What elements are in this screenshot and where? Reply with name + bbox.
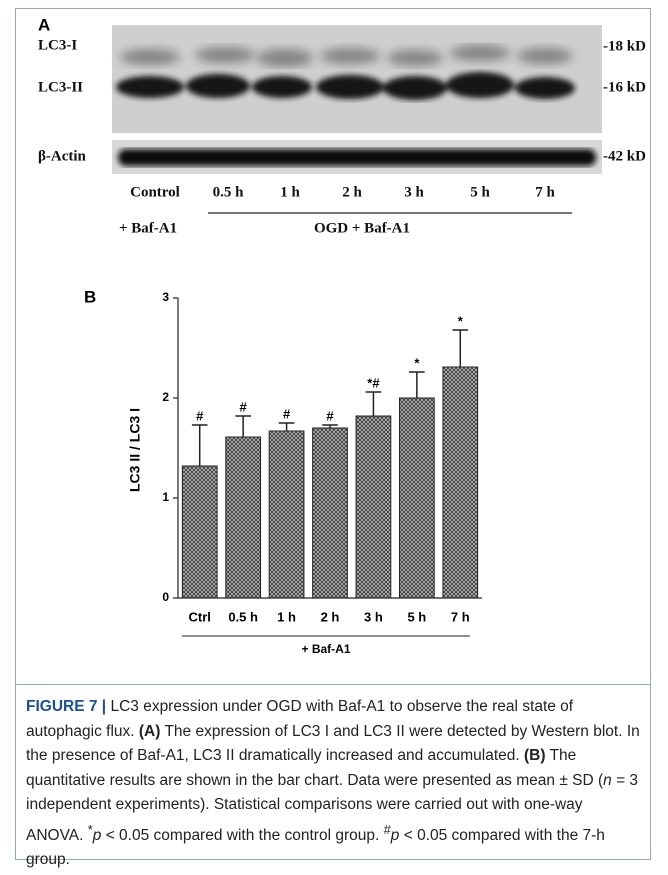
lane-label: 1 h [280,184,300,200]
significance-label: # [196,408,204,423]
size-label: -16 kD [603,79,646,95]
significance-label: # [283,406,291,421]
group-label: + Baf-A1 [301,642,350,656]
band-label: LC3-I [38,37,77,53]
significance-label: * [458,313,464,328]
error-bar [366,392,382,416]
significance-label: *# [367,375,380,390]
x-tick-label: 5 h [407,609,426,624]
separator: | [102,698,106,715]
error-bar [235,416,251,437]
caption-symbol: # [384,822,391,837]
x-tick-label: 3 h [364,609,383,624]
size-label: -18 kD [603,38,646,54]
bar [443,367,478,598]
panel-ref: (B) [524,747,546,764]
figure-label: FIGURE 7 [26,698,97,715]
bar [313,428,348,598]
error-bar [452,330,468,367]
error-bar [279,423,295,431]
x-tick-label: 1 h [277,609,296,624]
lane-label: Control [130,184,180,200]
lane-label: 5 h [470,184,490,200]
significance-label: * [414,355,420,370]
lane-label: 7 h [535,184,555,200]
caption: FIGURE 7 | LC3 expression under OGD with… [16,684,650,859]
panel-ref: (A) [139,723,161,740]
y-tick-label: 3 [162,290,169,304]
y-tick-label: 1 [162,490,169,504]
group-label: OGD + Baf-A1 [314,220,410,236]
significance-label: # [326,408,334,423]
significance-label: # [240,399,248,414]
lane-label: 2 h [342,184,362,200]
error-bar [409,372,425,398]
band-label: β-Actin [38,148,87,164]
group-label: + Baf-A1 [119,220,177,236]
bar [182,466,217,598]
x-tick-label: 2 h [321,609,340,624]
page: {"panel_a": {"label": "A", "bands": ["LC… [0,0,668,875]
caption-italic: n [603,772,612,789]
panel-label: A [38,15,50,34]
caption-text: < 0.05 compared with the control group. [106,827,380,844]
bar [356,416,391,598]
figure: A LC3-I LC3-II β-Actin -18 kD -16 kD -42… [0,0,668,684]
y-tick-label: 2 [162,390,169,404]
lane-label: 3 h [404,184,424,200]
x-tick-label: 0.5 h [228,609,258,624]
y-tick-label: 0 [162,590,169,604]
caption-italic: p [391,827,400,844]
bar [226,437,261,598]
x-tick-label: 7 h [451,609,470,624]
caption-italic: p [93,827,102,844]
bar [269,431,304,598]
size-label: -42 kD [603,148,646,164]
error-bar [192,425,208,466]
x-tick-label: Ctrl [189,609,211,624]
bar [399,398,434,598]
band-label: LC3-II [38,79,83,95]
y-axis-label: LC3 II / LC3 I [127,408,143,492]
western-blot [112,25,602,174]
lane-label: 0.5 h [213,184,245,200]
panel-label: B [84,287,96,306]
